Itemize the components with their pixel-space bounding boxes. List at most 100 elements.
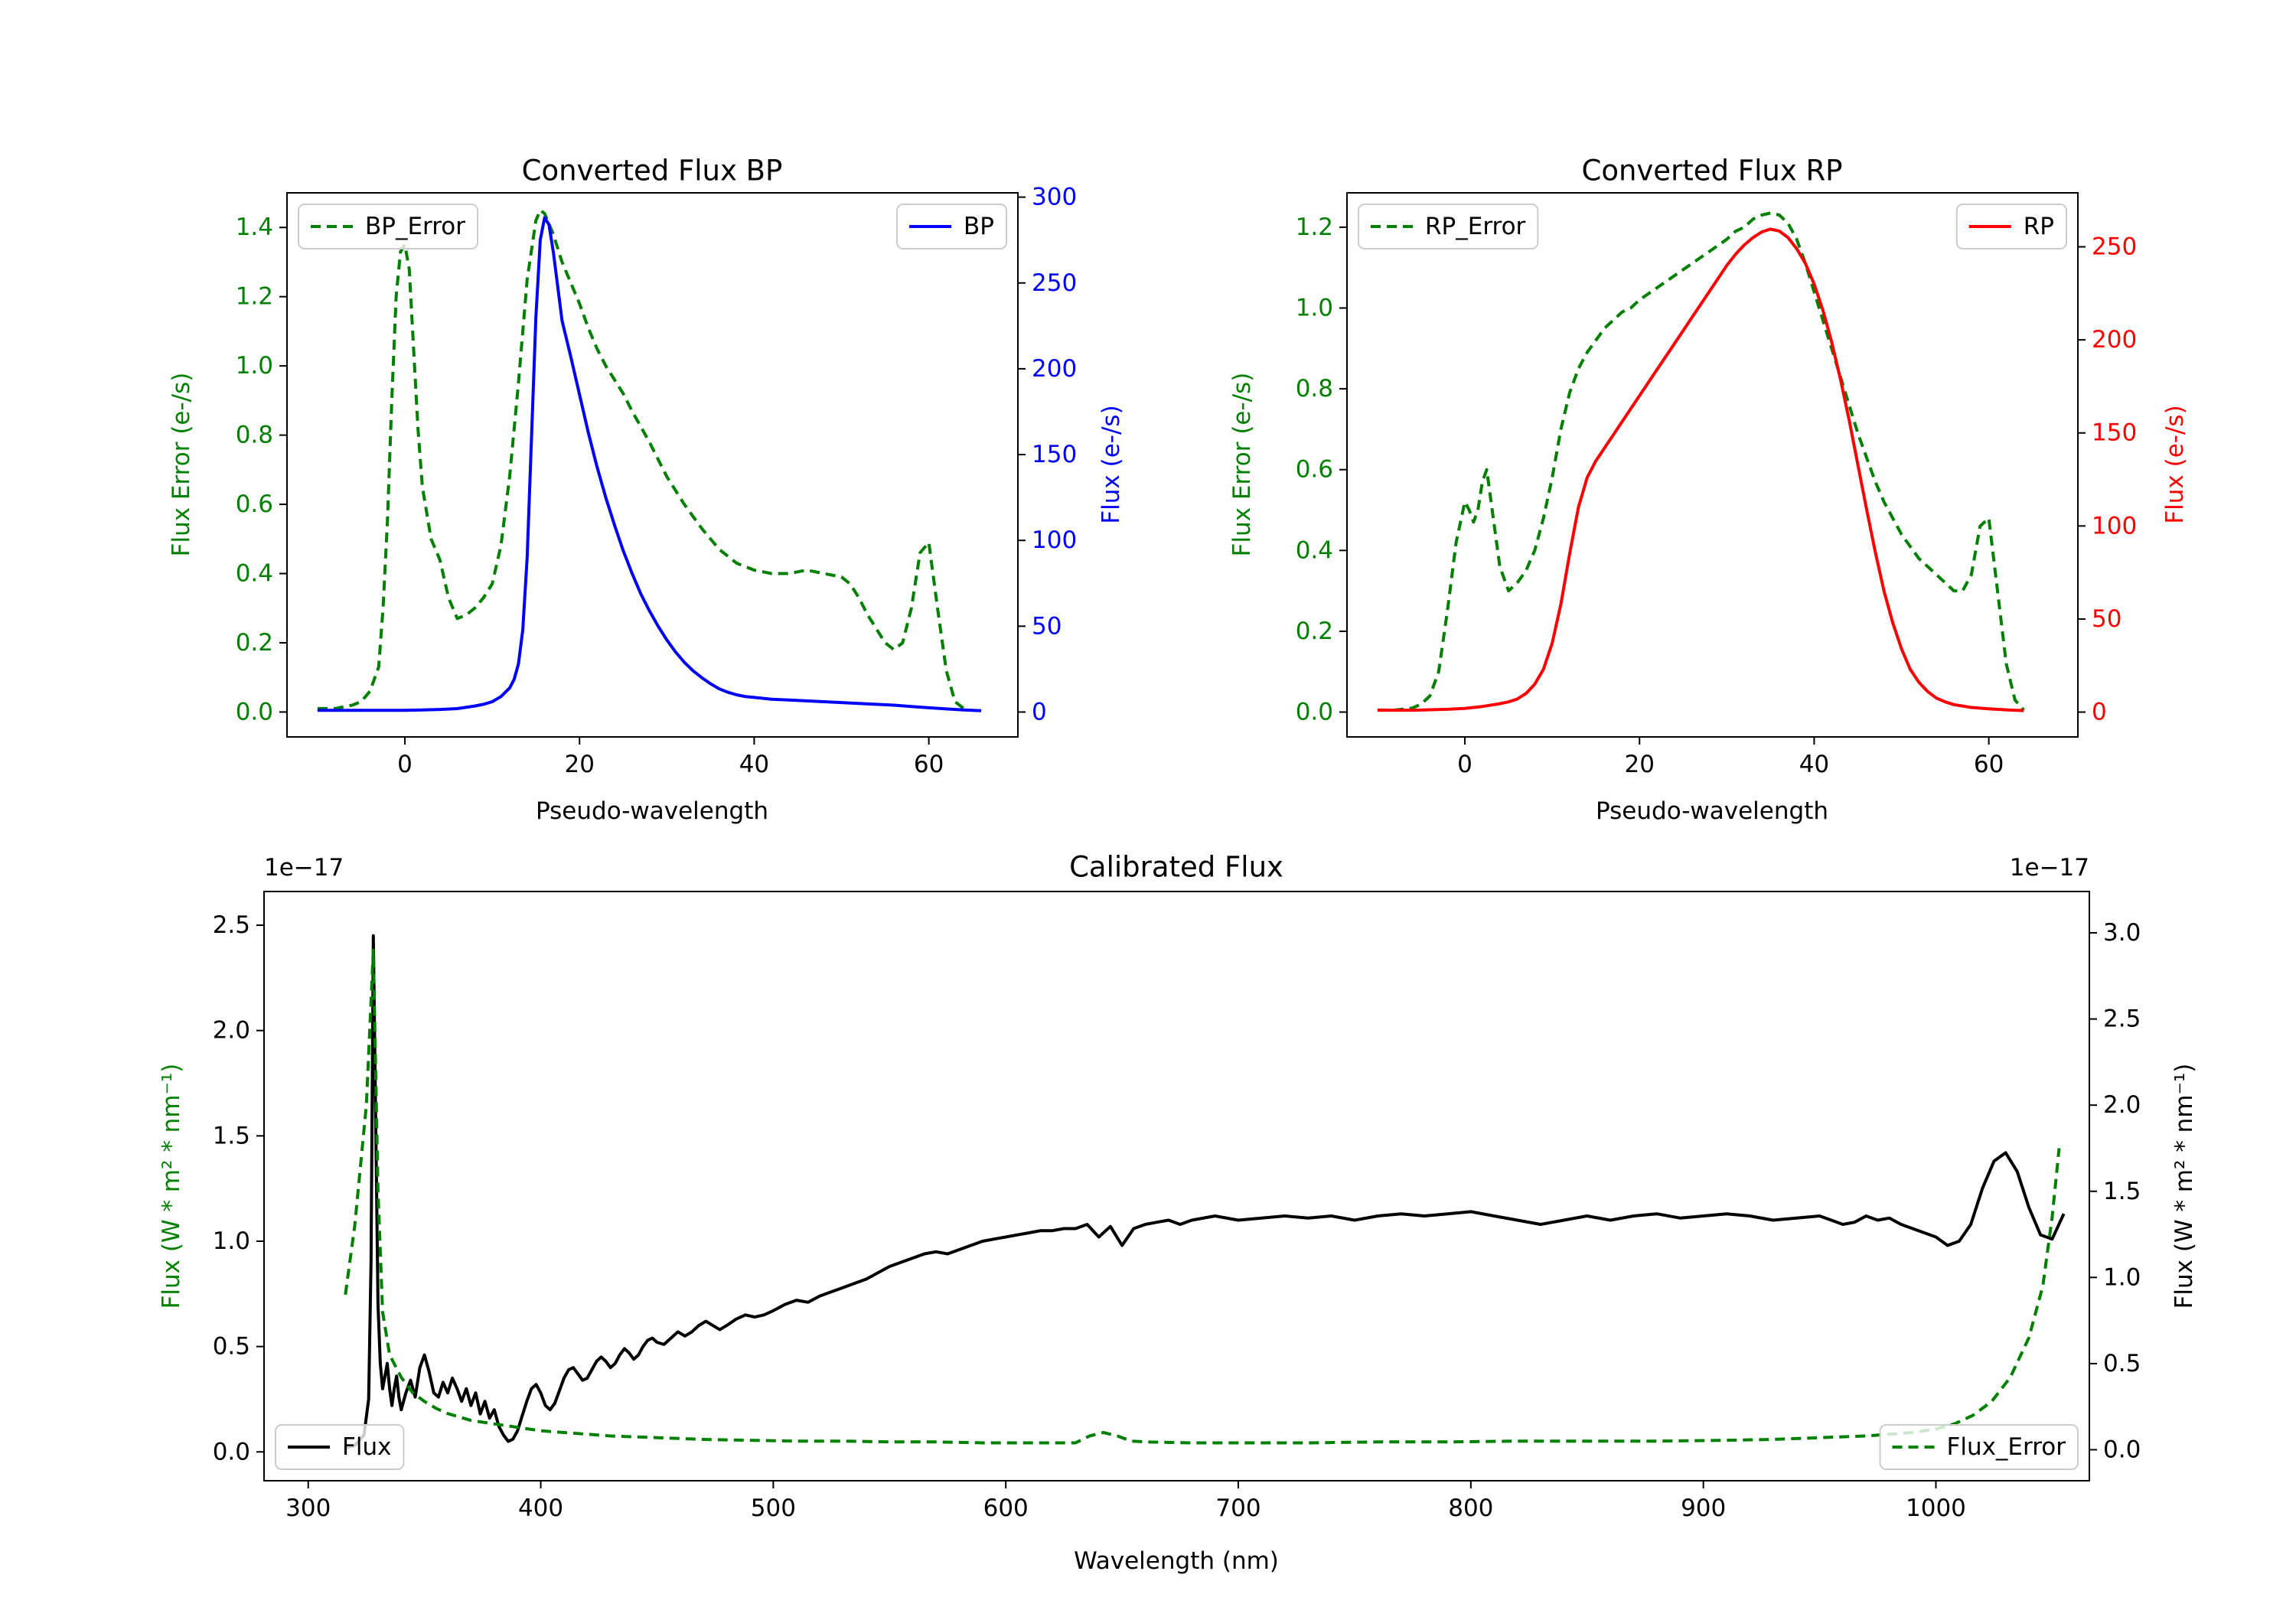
bp-right-y-tick-label: 100 [1032,526,1077,554]
legend-label: RP [2024,213,2054,240]
cal-subplot: 300 400 500 600 700 800 900 1000 0.0 0.5 1.0 1.5 2.0… [213,891,2141,1522]
bp-right-y-tick-label: 0 [1032,698,1047,725]
bp-legend-bp: BP [896,204,1007,249]
rp-x-tick-label: 20 [1625,751,1655,778]
bp-left-y-tick-label: 0.2 [236,629,273,657]
rp-left-y-tick-label: 1.0 [1296,294,1333,321]
cal-x-tick-label: 600 [983,1495,1029,1522]
cal-x-axis-label: Wavelength (nm) [1074,1547,1279,1575]
legend-label: BP_Error [365,213,465,240]
cal-left-y-tick-label: 1.5 [213,1122,250,1149]
cal-right-y-tick-label: 0.5 [2103,1350,2141,1377]
bp-left-y-axis-label: Flux Error (e-/s) [168,372,195,557]
bp-x-tick-label: 40 [739,751,769,778]
bp-subplot: 0 20 40 60 0.0 0.2 0.4 0.6 0.8 1.0 1.2 1.4 0 50 100 150… [236,184,1077,778]
legend-frame [1879,1424,2079,1470]
bp-right-y-tick-label: 250 [1032,269,1077,297]
cal-right-y-tick-label: 2.5 [2103,1006,2141,1033]
rp-right-y-tick-label: 0 [2092,699,2107,726]
bp-left-y-tick-label: 1.2 [236,283,273,311]
cal-right-axis-offset-text: 1e−17 [2009,854,2089,882]
rp-x-tick-label: 40 [1799,751,1829,778]
rp-rp_error-line [1377,211,2025,712]
cal-right-y-axis-label: Flux (W * m² * nm⁻¹) [2170,1063,2198,1309]
bp-left-y-tick-label: 1.0 [236,352,273,380]
cal-x-tick-label: 700 [1215,1495,1261,1522]
cal-x-tick-label: 400 [518,1495,563,1522]
cal-x-tick-label: 500 [751,1495,796,1522]
bp-x-axis-label: Pseudo-wavelength [535,797,769,825]
bp-right-y-tick-label: 150 [1032,441,1077,468]
cal-left-y-tick-label: 2.5 [213,911,250,939]
cal-flux-line [344,934,2066,1449]
rp-chart-title: Converted Flux RP [1581,154,1843,187]
rp-right-y-tick-label: 150 [2092,419,2137,447]
bp-right-y-tick-label: 300 [1032,184,1077,211]
rp-right-y-tick-label: 200 [2092,326,2137,354]
legend-frame [298,204,479,249]
cal-left-y-axis-label: Flux (W * m² * nm⁻¹) [158,1063,185,1309]
cal-x-tick-label: 300 [285,1495,331,1522]
cal-left-axis-offset-text: 1e−17 [264,854,344,882]
bp-right-y-axis-label: Flux (e-/s) [1097,405,1125,524]
rp-left-y-tick-label: 0.8 [1296,375,1333,403]
rp-right-y-tick-label: 250 [2092,233,2137,261]
rp-right-y-axis-label: Flux (e-/s) [2161,405,2189,524]
cal-right-y-tick-label: 1.5 [2103,1178,2141,1205]
cal-x-tick-label: 800 [1448,1495,1493,1522]
legend-frame [1955,204,2067,249]
rp-rp-line [1377,227,2024,712]
legend-frame [1358,204,1539,249]
bp-legend-bp_error: BP_Error [298,204,479,249]
rp-left-y-tick-label: 0.2 [1296,618,1333,645]
legend-frame [896,204,1007,249]
bp-bp_error-line [317,208,965,710]
rp-right-y-tick-label: 50 [2092,605,2122,633]
bp-bp-line [317,216,982,712]
rp-subplot: 0 20 40 60 0.0 0.2 0.4 0.6 0.8 1.0 1.2 0 50 100 150 200… [1296,192,2137,778]
bp-x-tick-label: 60 [914,751,944,778]
legend-label: BP [964,213,994,240]
cal-legend-flux: Flux [275,1424,405,1470]
cal-right-y-tick-label: 3.0 [2103,919,2141,947]
cal-x-tick-label: 900 [1681,1495,1726,1522]
rp-left-y-tick-label: 0.6 [1296,456,1333,484]
rp-legend-rp_error: RP_Error [1358,204,1539,249]
cal-right-y-tick-label: 1.0 [2103,1263,2141,1291]
rp-left-y-tick-label: 0.0 [1296,699,1333,726]
cal-left-y-tick-label: 2.0 [213,1017,250,1045]
cal-left-y-tick-label: 0.0 [213,1438,250,1465]
rp-x-axis-label: Pseudo-wavelength [1595,797,1829,825]
bp-axes-frame [286,192,1019,738]
rp-left-y-axis-label: Flux Error (e-/s) [1228,372,1256,557]
rp-axes-frame [1346,192,2079,738]
bp-left-y-tick-label: 0.4 [236,560,273,588]
bp-x-tick-label: 20 [565,751,595,778]
bp-x-tick-label: 0 [397,751,413,778]
legend-frame [275,1424,405,1470]
bp-left-y-tick-label: 0.8 [236,422,273,449]
rp-right-y-tick-label: 100 [2092,512,2137,539]
cal-right-y-tick-label: 2.0 [2103,1091,2141,1119]
cal-chart-title: Calibrated Flux [1069,850,1283,884]
bp-left-y-tick-label: 0.6 [236,491,273,518]
bp-left-y-tick-label: 0.0 [236,698,273,725]
cal-x-tick-label: 1000 [1906,1495,1966,1522]
bp-right-y-tick-label: 50 [1032,612,1062,640]
legend-label: RP_Error [1425,213,1526,240]
rp-x-tick-label: 0 [1457,751,1473,778]
bp-chart-title: Converted Flux BP [521,154,783,187]
cal-left-y-tick-label: 0.5 [213,1333,250,1361]
cal-axes-frame [263,891,2090,1482]
legend-label: Flux_Error [1947,1433,2066,1461]
bp-left-y-tick-label: 1.4 [236,214,273,241]
rp-left-y-tick-label: 1.2 [1296,214,1333,241]
rp-x-tick-label: 60 [1974,751,2004,778]
rp-legend-rp: RP [1955,204,2067,249]
cal-legend-flux_error: Flux_Error [1879,1424,2079,1470]
bp-right-y-tick-label: 200 [1032,355,1077,383]
cal-left-y-tick-label: 1.0 [213,1227,250,1255]
cal-right-y-tick-label: 0.0 [2103,1436,2141,1463]
